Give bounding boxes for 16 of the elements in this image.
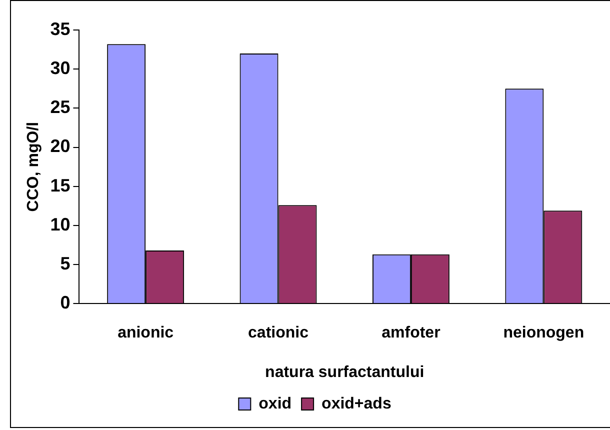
legend-label: oxid+ads <box>322 395 392 412</box>
y-tick-label: 5 <box>60 253 70 274</box>
legend-label: oxid <box>258 395 292 412</box>
x-axis-title: natura surfactantului <box>265 364 424 381</box>
y-tick-label: 30 <box>50 58 70 78</box>
y-tick-label: 25 <box>50 97 70 118</box>
y-tick-label: 10 <box>50 214 70 234</box>
x-tick-label: neionogen <box>503 324 584 342</box>
y-tick-label: 15 <box>50 175 70 196</box>
y-tick-label: 0 <box>60 292 70 313</box>
x-tick-label: cationic <box>248 324 309 342</box>
x-tick-label: anionic <box>118 324 174 342</box>
x-tick-label: amfoter <box>382 324 440 342</box>
y-tick-label: 35 <box>50 18 70 39</box>
y-axis-title: CCO, mgO/l <box>25 122 42 212</box>
y-tick-label: 20 <box>50 136 70 156</box>
